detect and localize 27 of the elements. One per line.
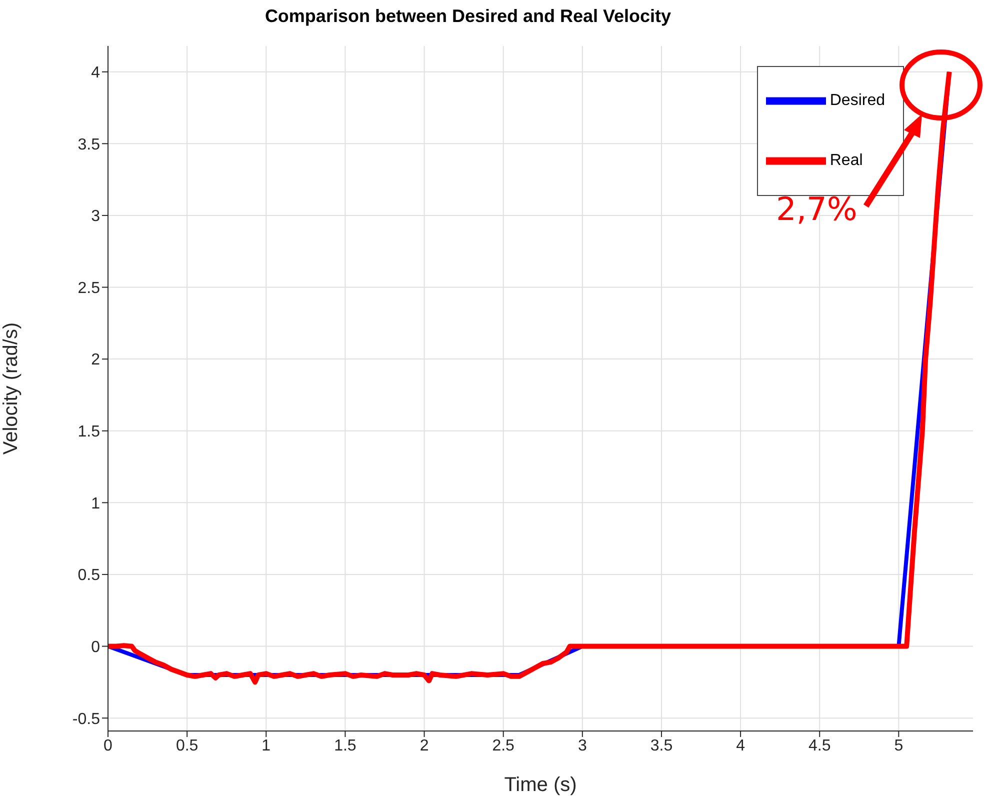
x-tick-label: 3: [578, 737, 587, 754]
y-tick-label: -0.5: [72, 710, 100, 728]
y-tick-label: 0: [91, 638, 100, 656]
y-tick-label: 3.5: [78, 136, 100, 154]
x-tick-label: 2.5: [492, 737, 515, 754]
x-axis-title: Time (s): [504, 774, 577, 796]
x-tick-label: 5: [894, 737, 904, 754]
chart-title: Comparison between Desired and Real Velocity: [264, 6, 672, 27]
y-tick-label: 2.5: [78, 280, 100, 297]
y-axis-title: Velocity (rad/s): [0, 322, 22, 455]
x-tick-label: 2: [420, 737, 429, 754]
y-tick-label: 1: [91, 495, 100, 512]
x-tick-label: 1.5: [334, 737, 356, 754]
y-tick-label: 3: [91, 208, 100, 226]
y-tick-label: 2: [91, 352, 100, 369]
x-tick-label: 1: [262, 737, 271, 754]
y-tick-label: 1.5: [78, 424, 100, 441]
y-tick-label: 0.5: [78, 567, 100, 584]
legend-label: Real: [830, 152, 863, 170]
x-tick-label: 3.5: [650, 737, 673, 754]
x-tick-label: 0.5: [176, 737, 198, 754]
x-tick-label: 0: [104, 737, 113, 754]
x-tick-label: 4.5: [808, 737, 831, 754]
legend-label: Desired: [830, 92, 885, 110]
y-tick-label: 4: [91, 64, 100, 82]
x-tick-label: 4: [736, 737, 746, 754]
annotation: 2,7%: [776, 190, 858, 228]
